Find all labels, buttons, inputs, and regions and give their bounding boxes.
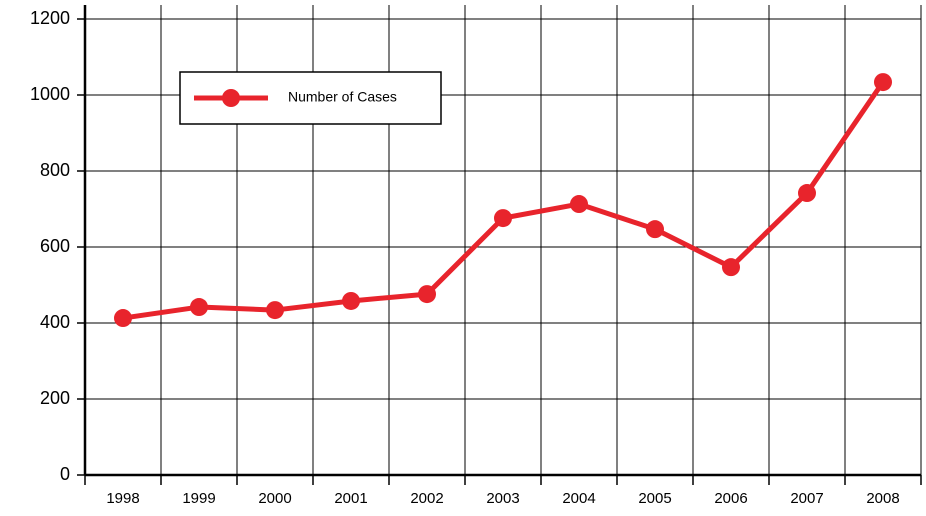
x-tick-label: 1999 [182, 490, 215, 507]
y-tick-label: 600 [40, 236, 70, 256]
x-tick-label: 2003 [486, 490, 519, 507]
data-point [190, 298, 208, 317]
x-tick-label: 2006 [714, 490, 747, 507]
x-tick-label: 2001 [334, 490, 367, 507]
x-tick-label: 2000 [258, 490, 291, 507]
data-point [494, 209, 512, 228]
data-point [418, 285, 436, 304]
data-point [570, 195, 588, 214]
y-tick-label: 800 [40, 160, 70, 180]
data-point [266, 301, 284, 320]
data-point [874, 73, 892, 92]
data-point [646, 220, 664, 239]
x-tick-label: 1998 [106, 490, 139, 507]
y-tick-label: 200 [40, 388, 70, 408]
y-tick-label: 1200 [30, 8, 70, 28]
legend-label: Number of Cases [288, 89, 397, 105]
x-tick-label: 2007 [790, 490, 823, 507]
data-point [342, 291, 360, 310]
data-point [798, 184, 816, 203]
x-tick-label: 2004 [562, 490, 595, 507]
data-point [722, 258, 740, 277]
y-tick-label: 0 [60, 464, 70, 484]
data-point [114, 309, 132, 328]
x-tick-label: 2002 [410, 490, 443, 507]
x-tick-label: 2008 [866, 490, 899, 507]
x-tick-label: 2005 [638, 490, 671, 507]
y-tick-label: 400 [40, 312, 70, 332]
legend-marker [222, 89, 240, 107]
y-tick-label: 1000 [30, 84, 70, 104]
